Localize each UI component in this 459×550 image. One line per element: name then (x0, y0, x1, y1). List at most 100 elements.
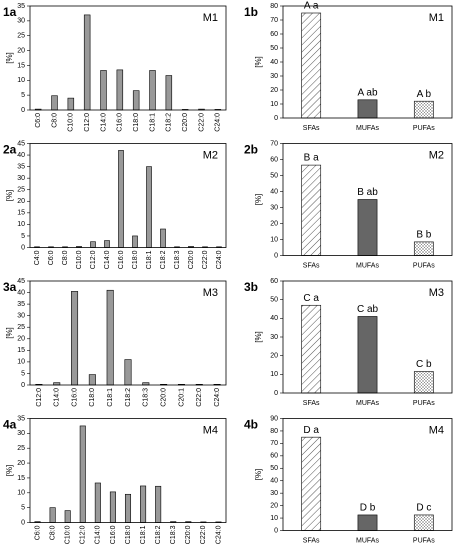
y-tick-label: 70 (270, 17, 278, 24)
y-tick-label: 30 (270, 73, 278, 80)
x-tick-label: C18:1 (149, 113, 156, 132)
x-tick-label: C18:3 (174, 250, 181, 269)
bar (165, 75, 173, 111)
y-tick-label: 60 (270, 453, 278, 460)
plot-frame (282, 418, 453, 531)
y-tick-label: 0 (274, 527, 278, 534)
x-tick-label: C10:0 (65, 525, 72, 544)
x-tick-label: PUFAs (413, 537, 435, 544)
x-tick-label: C12:0 (84, 113, 91, 132)
bar (90, 241, 96, 248)
y-tick-label: 5 (21, 92, 25, 99)
x-tick-label: C18:2 (155, 525, 162, 544)
bar (118, 150, 124, 248)
y-axis-label: [%] (254, 194, 263, 206)
x-tick-label: C14:0 (100, 113, 107, 132)
x-tick-label: C10:0 (76, 250, 83, 269)
bar (51, 95, 58, 111)
x-tick-label: C6:0 (35, 113, 42, 128)
x-tick-label: C14:0 (54, 388, 61, 407)
bar (149, 70, 156, 111)
annotation: M1 (203, 12, 218, 24)
y-tick-label: 20 (17, 47, 25, 54)
y-tick-label: 15 (17, 210, 25, 217)
y-tick-label: 70 (270, 440, 278, 447)
x-tick-label: C12:0 (90, 250, 97, 269)
bar-label: D c (416, 503, 431, 514)
y-tick-label: 35 (17, 301, 25, 308)
x-tick-label: C18:0 (89, 388, 96, 407)
x-tick-label: C14:0 (95, 525, 102, 544)
bar (104, 240, 110, 248)
y-tick-label: 45 (17, 140, 25, 147)
annotation: M3 (429, 287, 444, 299)
plot-frame (29, 5, 227, 111)
bar (413, 241, 434, 256)
x-tick-label: PUFAs (413, 400, 435, 407)
y-tick-label: 50 (270, 45, 278, 52)
bar (301, 12, 322, 119)
bar-label: A ab (357, 87, 377, 98)
y-tick-label: 10 (270, 236, 278, 243)
panel-label: 1b (244, 5, 258, 19)
bar (49, 507, 56, 523)
y-tick-label: 70 (270, 140, 278, 147)
bar (301, 304, 322, 394)
x-tick-label: C18:1 (140, 525, 147, 544)
annotation: M4 (429, 424, 444, 436)
x-tick-label: C22:0 (202, 250, 209, 269)
y-tick-label: 25 (17, 445, 25, 452)
x-tick-label: PUFAs (413, 262, 435, 269)
bar (71, 291, 79, 386)
y-tick-label: 50 (270, 172, 278, 179)
bar (67, 97, 75, 111)
y-tick-label: 40 (270, 188, 278, 195)
x-tick-label: C20:0 (160, 388, 167, 407)
y-tick-label: 90 (270, 415, 278, 422)
y-tick-label: 0 (21, 244, 25, 251)
y-tick-label: 20 (17, 198, 25, 205)
y-tick-label: 15 (17, 62, 25, 69)
y-tick-label: 40 (17, 289, 25, 296)
y-tick-label: 0 (274, 252, 278, 259)
x-tick-label: C24:0 (215, 525, 222, 544)
x-tick-label: C8:0 (51, 113, 58, 128)
x-tick-label: SFAs (303, 125, 320, 132)
x-tick-label: PUFAs (413, 125, 435, 132)
x-tick-label: C6:0 (34, 525, 41, 540)
y-tick-label: 10 (17, 77, 25, 84)
y-tick-label: 10 (270, 515, 278, 522)
bar (357, 99, 378, 119)
bar (124, 359, 132, 386)
y-tick-label: 0 (21, 519, 25, 526)
bar (132, 90, 140, 111)
bar-label: C b (416, 359, 432, 370)
x-tick-label: C6:0 (48, 250, 55, 265)
y-tick-label: 20 (270, 502, 278, 509)
y-tick-label: 35 (17, 163, 25, 170)
y-tick-label: 10 (270, 101, 278, 108)
y-tick-label: 60 (270, 31, 278, 38)
bar (301, 436, 322, 531)
y-tick-label: 35 (17, 3, 25, 10)
x-tick-label: C18:2 (160, 250, 167, 269)
y-tick-label: 0 (21, 382, 25, 389)
y-tick-label: 25 (17, 324, 25, 331)
bar (116, 69, 124, 111)
y-tick-label: 15 (17, 475, 25, 482)
x-tick-label: SFAs (303, 400, 320, 407)
y-axis-label: [%] (254, 469, 263, 481)
bar (413, 100, 434, 119)
x-tick-label: C12:0 (80, 525, 87, 544)
y-tick-label: 80 (270, 428, 278, 435)
bar (132, 235, 138, 248)
panel-label: 4a (3, 418, 17, 432)
annotation: M4 (203, 424, 218, 436)
y-tick-label: 5 (21, 233, 25, 240)
x-tick-label: C24:0 (215, 113, 222, 132)
x-tick-label: C18:0 (132, 250, 139, 269)
y-tick-label: 10 (17, 490, 25, 497)
bar (357, 514, 378, 531)
x-tick-label: C18:0 (133, 113, 140, 132)
x-tick-label: C22:0 (200, 525, 207, 544)
